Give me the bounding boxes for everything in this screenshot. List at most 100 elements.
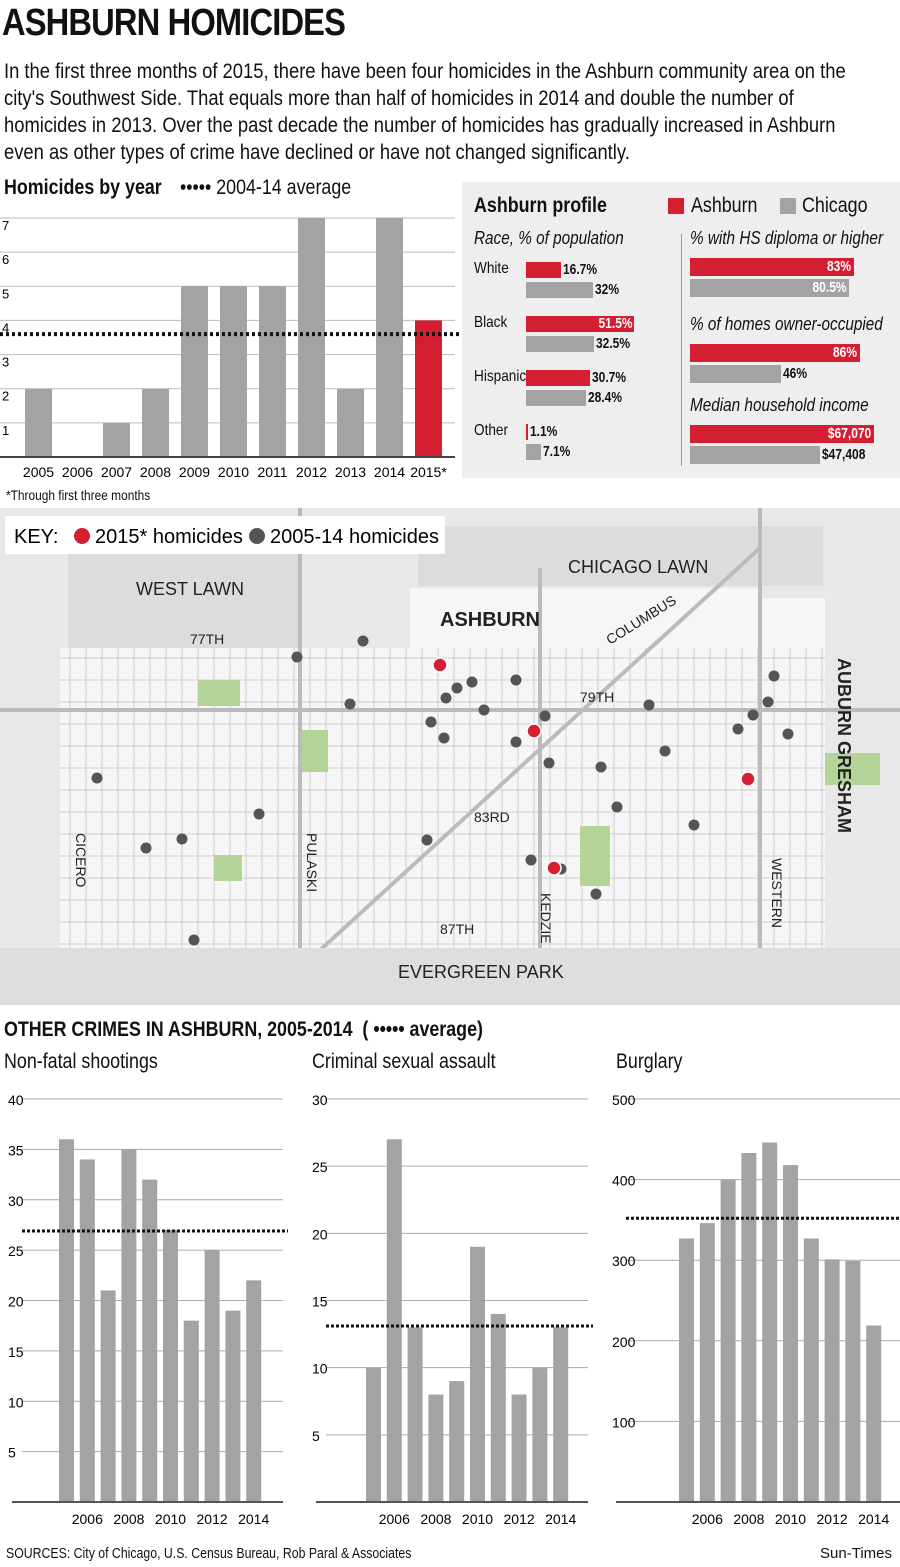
x-tick-label: 2008 — [113, 1511, 144, 1527]
homicide-2005-14-dot — [91, 772, 103, 784]
bar-2008 — [121, 1149, 137, 1502]
homicide-2005-14-dot — [590, 888, 602, 900]
homicide-2005-14-dot — [510, 674, 522, 686]
chicago-legend-swatch — [780, 198, 796, 214]
label-83rd: 83RD — [474, 809, 510, 825]
own-chicago-value: 46% — [783, 365, 808, 382]
label-evergreen-park: EVERGREEN PARK — [398, 962, 564, 982]
bar-2013 — [337, 388, 364, 457]
bar-2009 — [181, 286, 208, 457]
bar-2005 — [59, 1139, 74, 1502]
y-tick-label: 40 — [8, 1092, 24, 1108]
homicide-2015-dot — [740, 771, 756, 787]
race-label: White — [474, 260, 509, 277]
hs-ashburn-bar — [690, 258, 855, 276]
homicide-2005-14-dot — [344, 698, 356, 710]
x-tick-label: 2006 — [72, 1511, 103, 1527]
x-tick-label: 2007 — [101, 464, 132, 480]
bar-2010 — [470, 1246, 485, 1502]
bar-2012 — [824, 1259, 840, 1502]
y-tick-label: 2 — [2, 389, 9, 404]
hs-chicago-value: 80.5% — [812, 279, 847, 296]
bar-2006 — [699, 1223, 715, 1502]
footnote: *Through first three months — [6, 487, 151, 503]
y-tick-label: 10 — [312, 1361, 328, 1377]
homicide-2005-14-dot — [595, 761, 607, 773]
homicide-2005-14-dot — [611, 801, 623, 813]
own-ashburn-value: 86% — [833, 344, 858, 361]
homicide-2005-14-dot — [688, 819, 700, 831]
y-tick-label: 30 — [312, 1092, 328, 1108]
assault-title: Criminal sexual assault — [312, 1050, 496, 1073]
ashburn-value: 16.7% — [563, 261, 598, 278]
homicide-2005-14-dot — [425, 716, 437, 728]
homicide-2005-14-dot — [140, 842, 152, 854]
y-tick-label: 100 — [612, 1414, 636, 1430]
label-west-lawn: WEST LAWN — [136, 579, 244, 599]
other-crimes-title: OTHER CRIMES IN ASHBURN, 2005-2014 ( •••… — [4, 1018, 483, 1042]
x-tick-label: 2008 — [733, 1511, 764, 1527]
own-title: % of homes owner-occupied — [690, 314, 883, 334]
chicago-bar — [526, 282, 594, 298]
own-chicago-bar — [690, 365, 782, 383]
bar-2014 — [376, 218, 403, 457]
ashburn-map: KEY: 2015* homicides 2005-14 homicides W… — [0, 508, 900, 1005]
homicide-2005-14-dot — [525, 854, 537, 866]
x-tick-label: 2013 — [335, 464, 366, 480]
label-ashburn: ASHBURN — [440, 609, 540, 631]
race-label: Hispanic — [474, 368, 527, 385]
homicide-2005-14-dot — [466, 676, 478, 688]
dark-dot-icon — [249, 528, 265, 544]
ashburn-profile-panel: Ashburn profile Ashburn Chicago Race, % … — [462, 182, 900, 478]
bar-2012 — [298, 218, 325, 457]
homicide-2005-14-dot — [543, 757, 555, 769]
label-kedzie: KEDZIE — [538, 893, 554, 944]
x-tick-label: 2012 — [197, 1511, 228, 1527]
x-tick-label: 2012 — [296, 464, 327, 480]
bar-2013 — [225, 1310, 241, 1502]
burglary-title: Burglary — [616, 1050, 683, 1073]
ashburn-bar — [526, 316, 635, 332]
bar-2005 — [366, 1367, 381, 1502]
homicide-2005-14-dot — [438, 732, 450, 744]
bar-2012 — [204, 1250, 220, 1502]
hs-chicago-bar — [690, 279, 850, 297]
x-tick-label: 2008 — [140, 464, 171, 480]
average-legend: ( ••••• average) — [362, 1018, 483, 1041]
bar-2009 — [449, 1381, 465, 1502]
x-tick-label: 2005 — [23, 464, 54, 480]
sources: SOURCES: City of Chicago, U.S. Census Bu… — [6, 1545, 412, 1562]
x-tick-label: 2014 — [238, 1511, 269, 1527]
bar-2010 — [220, 286, 247, 457]
ashburn-value: 30.7% — [592, 369, 627, 386]
profile-title: Ashburn profile — [474, 194, 607, 217]
bar-2008 — [741, 1153, 757, 1502]
shootings-title: Non-fatal shootings — [4, 1050, 158, 1073]
x-tick-label: 2014 — [858, 1511, 889, 1527]
bar-2011 — [490, 1313, 506, 1502]
assault-chart: 5 10 15 20 25 30 2006 2008 2010 2012 2014 — [312, 1092, 593, 1527]
y-tick-label: 500 — [612, 1092, 636, 1108]
red-dot-icon — [74, 528, 90, 544]
bar-2011 — [183, 1320, 199, 1502]
homicide-2005-14-dot — [659, 745, 671, 757]
homicide-2005-14-dot — [762, 696, 774, 708]
y-tick-label: 3 — [2, 355, 9, 370]
x-tick-label: 2010 — [218, 464, 249, 480]
legend-label: 2004-14 average — [216, 176, 352, 199]
homicide-2005-14-dot — [188, 934, 200, 946]
own-ashburn-bar — [690, 344, 861, 362]
homicide-2005-14-dot — [747, 709, 759, 721]
bar-2013 — [845, 1261, 861, 1502]
ashburn-bar — [526, 370, 591, 386]
bar-2008 — [428, 1394, 444, 1502]
chicago-value: 32.5% — [596, 335, 631, 352]
other-crimes-heading: OTHER CRIMES IN ASHBURN, 2005-2014 — [4, 1018, 353, 1041]
key-2015-label: 2015* homicides — [95, 526, 243, 548]
x-tick-label: 2006 — [62, 464, 93, 480]
homicide-2005-14-dot — [291, 651, 303, 663]
credit: Sun-Times — [820, 1545, 892, 1562]
shootings-chart: 5 10 15 20 25 30 35 40 2006 2008 2010 2012 2014 — [8, 1092, 288, 1527]
chicago-bar — [526, 444, 541, 460]
label-western: WESTERN — [769, 858, 785, 928]
